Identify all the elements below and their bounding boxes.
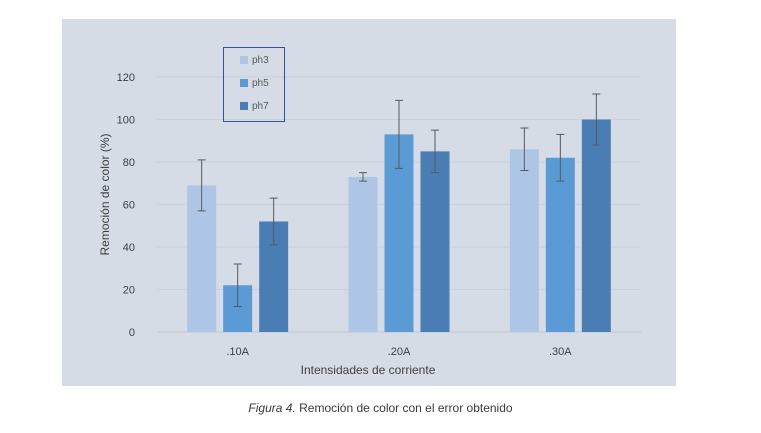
legend-swatch (240, 56, 248, 64)
y-tick-label: 100 (117, 115, 135, 127)
x-axis-title: Intensidades de corriente (301, 363, 436, 377)
y-tick-label: 0 (129, 327, 135, 339)
legend-label: ph5 (252, 77, 269, 89)
y-tick-label: 40 (123, 242, 135, 254)
x-tick-label: .30A (549, 346, 572, 358)
y-tick-label: 20 (123, 285, 135, 297)
y-tick-label: 80 (123, 157, 135, 169)
x-tick-label: .20A (388, 346, 411, 358)
bar-ph3 (348, 176, 378, 332)
x-tick-label: .10A (226, 346, 249, 358)
legend-label: ph7 (252, 100, 269, 112)
bar-ph7 (420, 151, 450, 332)
legend-swatch (240, 102, 248, 110)
caption-figure-label: Figura 4. (248, 401, 296, 415)
chart-panel: 0 20 40 60 80 100 120 .10A .20A .30A Intensidades … (62, 19, 676, 386)
legend-item: ph3 (240, 53, 269, 67)
y-tick-label: 120 (117, 72, 135, 84)
legend-swatch (240, 79, 248, 87)
legend-item: ph5 (240, 76, 269, 90)
legend-item: ph7 (240, 99, 269, 113)
bar-ph7 (581, 119, 611, 332)
legend: ph3 ph5 ph7 (223, 47, 285, 122)
caption-text: Remoción de color con el error obtenido (295, 401, 513, 415)
y-axis-title: Remoción de color (%) (98, 133, 112, 255)
y-tick-label: 60 (123, 200, 135, 212)
bar-chart: 0 20 40 60 80 100 120 .10A .20A .30A Intensidades … (98, 72, 641, 377)
figure-caption: Figura 4. Remoción de color con el error… (0, 401, 761, 415)
bar-ph5 (545, 157, 575, 332)
legend-label: ph3 (252, 54, 269, 66)
bar-ph3 (509, 149, 539, 332)
